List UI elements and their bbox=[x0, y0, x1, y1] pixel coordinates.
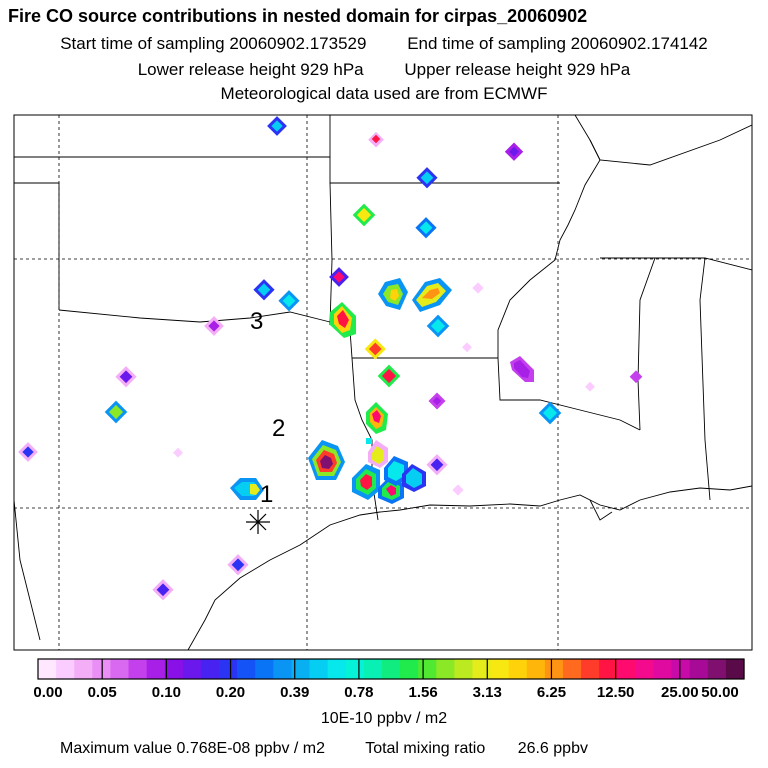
colorbar-tick-label: 6.25 bbox=[537, 684, 566, 701]
colorbar-cell bbox=[472, 659, 491, 679]
colorbar-cell bbox=[708, 659, 727, 679]
colorbar-cell bbox=[129, 659, 148, 679]
colorbar-cell bbox=[328, 659, 347, 679]
colorbar-cell bbox=[454, 659, 473, 679]
colorbar-cell bbox=[310, 659, 329, 679]
colorbar-cell bbox=[147, 659, 166, 679]
colorbar-cell bbox=[545, 659, 564, 679]
colorbar-tick-label: 12.50 bbox=[597, 684, 635, 701]
colorbar-tick-label: 50.00 bbox=[701, 684, 739, 701]
colorbar-cell bbox=[346, 659, 365, 679]
colorbar-cell bbox=[165, 659, 184, 679]
total-mixing-value: 26.6 ppbv bbox=[518, 740, 588, 757]
colorbar-cell bbox=[400, 659, 419, 679]
colorbar-cell bbox=[364, 659, 383, 679]
colorbar-cell bbox=[74, 659, 93, 679]
colorbar-cell bbox=[110, 659, 129, 679]
colorbar-cell bbox=[617, 659, 636, 679]
colorbar-cell bbox=[237, 659, 256, 679]
colorbar-cell bbox=[418, 659, 437, 679]
colorbar-cell bbox=[219, 659, 238, 679]
colorbar-cell bbox=[436, 659, 455, 679]
colorbar-cell bbox=[56, 659, 75, 679]
colorbar-cell bbox=[527, 659, 546, 679]
colorbar-cell bbox=[563, 659, 582, 679]
colorbar-cell bbox=[38, 659, 57, 679]
total-mixing-label: Total mixing ratio bbox=[365, 740, 485, 757]
colorbar-cells bbox=[38, 659, 745, 679]
colorbar-cell bbox=[653, 659, 672, 679]
colorbar-cell bbox=[672, 659, 691, 679]
colorbar-tick-label: 25.00 bbox=[661, 684, 699, 701]
colorbar-cell bbox=[509, 659, 528, 679]
colorbar-cell bbox=[273, 659, 292, 679]
colorbar-tick-label: 1.56 bbox=[408, 684, 437, 701]
colorbar-tick-label: 0.05 bbox=[88, 684, 117, 701]
colorbar-tick-label: 0.39 bbox=[280, 684, 309, 701]
colorbar-tick-label: 0.20 bbox=[216, 684, 245, 701]
max-value-label: Maximum value bbox=[60, 740, 172, 757]
colorbar-tick-label: 3.13 bbox=[473, 684, 502, 701]
colorbar-tick-label: 0.78 bbox=[344, 684, 373, 701]
footer-stats: Maximum value 0.768E-08 ppbv / m2 Total … bbox=[60, 740, 588, 758]
colorbar-cell bbox=[581, 659, 600, 679]
colorbar-cell bbox=[491, 659, 510, 679]
colorbar-cell bbox=[726, 659, 745, 679]
colorbar-cell bbox=[255, 659, 274, 679]
colorbar-tick-label: 0.10 bbox=[152, 684, 181, 701]
max-value: 0.768E-08 ppbv / m2 bbox=[176, 740, 325, 757]
colorbar-tick-label: 0.00 bbox=[33, 684, 62, 701]
colorbar-cell bbox=[183, 659, 202, 679]
colorbar-cell bbox=[635, 659, 654, 679]
colorbar-cell bbox=[201, 659, 220, 679]
colorbar-units: 10E-10 ppbv / m2 bbox=[0, 710, 768, 728]
colorbar-cell bbox=[382, 659, 401, 679]
colorbar-cell bbox=[690, 659, 709, 679]
